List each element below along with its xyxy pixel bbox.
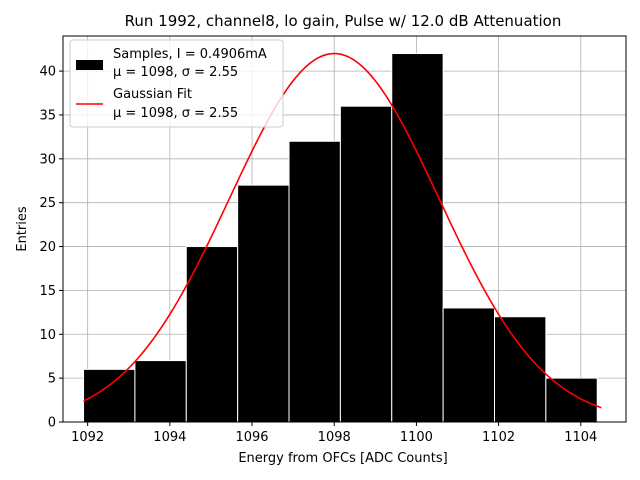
gaussian-fit-curve — [83, 52, 602, 409]
y-tick-label: 0 — [48, 416, 56, 431]
y-tick-label: 30 — [39, 152, 56, 167]
plot-frame — [62, 35, 627, 423]
legend-samples-swatch — [76, 60, 103, 70]
histogram-bar — [545, 377, 598, 423]
legend-box — [69, 39, 284, 128]
gaussian-fit — [83, 52, 602, 409]
histogram-bar — [83, 368, 136, 423]
histogram-bar — [288, 140, 341, 423]
y-tick-label: 35 — [39, 108, 56, 123]
y-axis-label: Entries — [15, 206, 30, 252]
histogram-bar — [134, 360, 187, 423]
x-tick-label: 1104 — [564, 430, 597, 445]
histogram-bar — [493, 316, 547, 423]
histogram-bar — [237, 184, 290, 423]
histogram-bars — [83, 53, 598, 423]
histogram-bar — [442, 307, 495, 423]
legend-fit-label: Gaussian Fit — [113, 87, 192, 102]
y-tick-label: 40 — [39, 65, 56, 80]
x-tick-label: 1100 — [400, 430, 433, 445]
x-tick-label: 1092 — [71, 430, 104, 445]
legend-fit-stats: μ = 1098, σ = 2.55 — [113, 106, 238, 121]
x-tick-label: 1096 — [235, 430, 268, 445]
legend-samples-stats: μ = 1098, σ = 2.55 — [113, 65, 238, 80]
axis-ticks: 1092 1094 1096 1098 1100 1102 1104 0 5 10 15 20 25 30… — [39, 65, 597, 445]
x-tick-label: 1094 — [153, 430, 186, 445]
y-tick-label: 20 — [39, 240, 56, 255]
legend-samples-label: Samples, I = 0.4906mA — [113, 47, 267, 62]
y-tick-label: 15 — [39, 284, 56, 299]
x-axis-label: Energy from OFCs [ADC Counts] — [238, 451, 447, 466]
x-tick-label: 1102 — [482, 430, 515, 445]
histogram-bar — [391, 53, 444, 423]
legend: Samples, I = 0.4906mA μ = 1098, σ = 2.55… — [69, 39, 284, 128]
y-tick-label: 5 — [48, 372, 56, 387]
y-tick-label: 25 — [39, 196, 56, 211]
histogram-bar — [339, 105, 393, 423]
x-tick-label: 1098 — [318, 430, 351, 445]
chart-title: Run 1992, channel8, lo gain, Pulse w/ 12… — [125, 12, 562, 30]
y-tick-label: 10 — [39, 328, 56, 343]
